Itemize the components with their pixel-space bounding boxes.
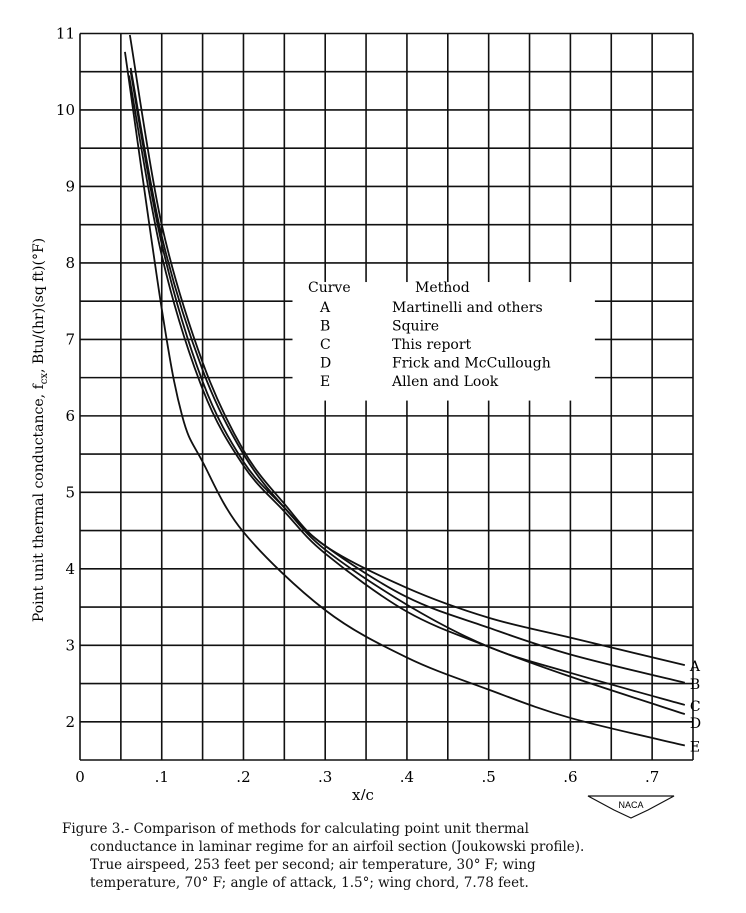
series-end-label-E: E [690,739,700,755]
legend-curve-B: B [320,319,330,335]
y-axis-label-sub: cx [39,373,50,385]
y-axis-label-main: Point unit thermal conductance, f [31,382,47,622]
legend-curve-D: D [320,356,331,372]
series-end-label-B: B [690,677,700,693]
legend-method-A: Martinelli and others [392,300,543,316]
caption-line-1: Figure 3.- Comparison of methods for cal… [62,821,530,837]
legend-curve-C: C [320,337,331,353]
legend-method-B: Squire [392,319,439,335]
y-tick-label: 9 [65,177,75,195]
y-tick-label: 2 [65,713,75,731]
caption-line-3: True airspeed, 253 feet per second; air … [90,857,536,873]
legend-curve-A: A [319,300,331,316]
legend-header-curve: Curve [308,280,351,296]
y-tick-label: 6 [65,407,75,425]
series-line-E [124,51,686,747]
legend-method-C: This report [392,337,472,353]
x-axis-label: x/c [352,786,374,800]
svg-text:NACA: NACA [618,800,643,810]
series-end-label-D: D [690,716,701,732]
x-tick-label: .2 [236,768,250,786]
y-tick-label: 3 [65,636,75,654]
x-tick-label: .4 [400,768,414,786]
y-tick-label: 5 [65,483,75,501]
x-tick-label: .1 [155,768,169,786]
naca-logo: NACA [587,795,675,819]
y-tick-label: 4 [65,560,75,578]
series-line-D [128,75,686,715]
x-tick-label: .7 [645,768,659,786]
tick-labels: 0 .1 .2 .3 .4 .5 .6 .7 2 3 4 5 6 7 8 9 10 11 [56,25,659,787]
series-end-label-C: C [690,699,701,715]
legend: Curve Method A Martinelli and others B Squi… [308,280,551,390]
y-axis-label: Point unit thermal conductance, fcx, Btu… [31,238,50,622]
y-tick-label: 11 [56,25,75,43]
y-tick-label: 8 [65,254,75,272]
series-line-A [128,34,686,667]
caption-line-4: temperature, 70° F; angle of attack, 1.5… [90,875,529,891]
series-line-C [129,71,686,706]
y-axis-label-units: , Btu/(hr)(sq ft)(°F) [31,238,47,373]
legend-method-D: Frick and McCullough [392,356,551,372]
series-end-label-A: A [689,659,701,675]
y-tick-label: 10 [56,101,75,119]
x-tick-label: .6 [563,768,577,786]
x-tick-label: .5 [482,768,496,786]
legend-background [292,282,595,401]
legend-curve-E: E [320,374,330,390]
x-tick-label: 0 [75,768,85,786]
caption-line-2: conductance in laminar regime for an air… [90,839,585,855]
y-tick-label: 7 [65,330,75,348]
legend-header-method: Method [415,280,470,296]
figure-caption: Figure 3.- Comparison of methods for cal… [62,820,584,892]
legend-method-E: Allen and Look [391,374,499,390]
x-tick-label: .3 [318,768,332,786]
